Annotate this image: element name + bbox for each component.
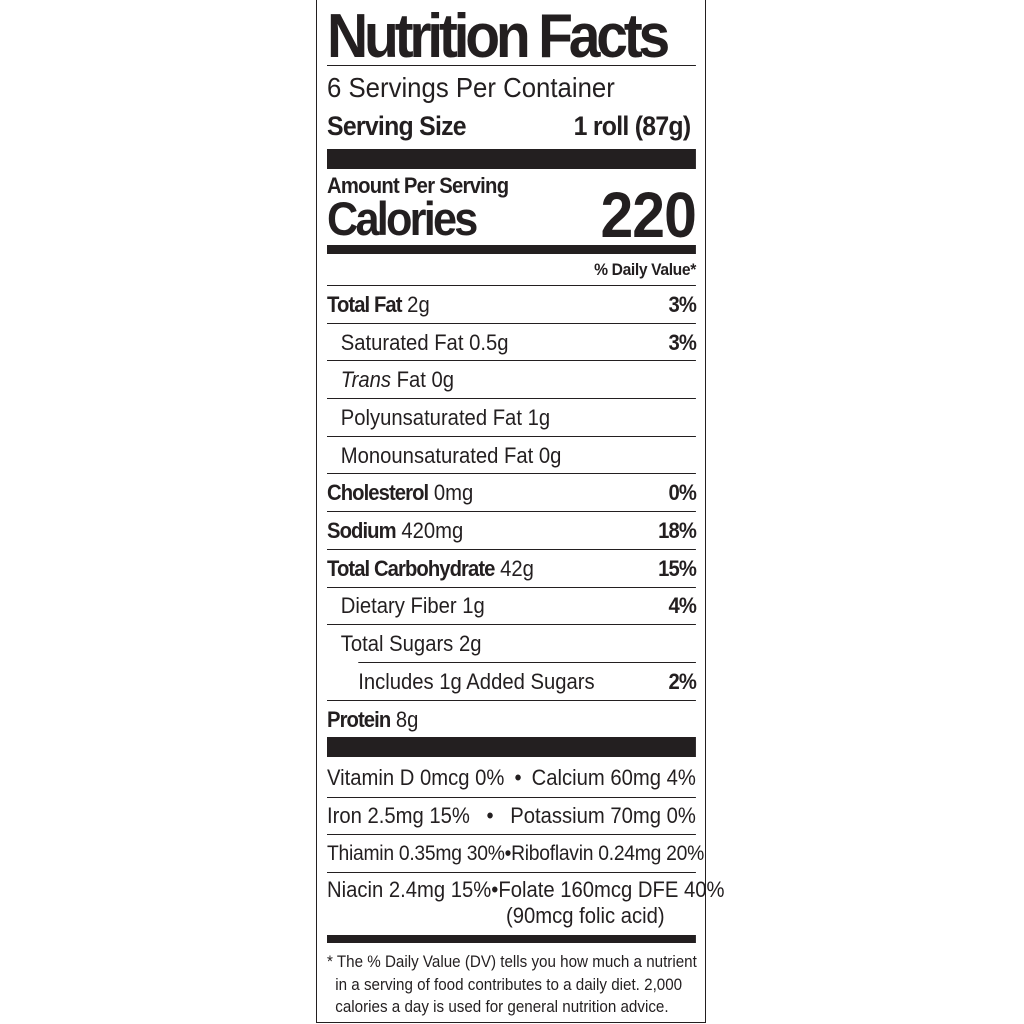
nutrition-label-border [316,0,706,1023]
nutrient-dv: 2% [668,668,697,694]
footnote-line: calories a day is used for general nutri… [335,998,669,1016]
medium-divider [327,245,696,254]
nutrient-amount: 2g [407,291,430,317]
nutrient-amount: Fat 0g [396,367,455,393]
vitamin-right: Folate 160mcg DFE 40% [498,877,725,902]
serving-size-value: 1 roll (87g) [573,111,692,141]
amount-per-serving: Amount Per Serving [327,173,509,198]
divider [327,65,696,66]
nutrient-dv: 15% [658,555,697,581]
nutrient-row-protein: Protein 8g [327,701,696,739]
divider [327,834,696,835]
nutrient-dv: 3% [668,291,697,317]
vitamin-left: Thiamin 0.35mg 30% [327,842,505,865]
vitamin-left: Iron 2.5mg 15% [327,803,470,828]
vitamin-left: Vitamin D 0mcg 0% [327,765,505,790]
nutrient-name: Polyunsaturated Fat [340,404,522,430]
nutrient-row-saturated-fat: Saturated Fat 0.5g 3% [327,324,697,362]
vitamin-right: Riboflavin 0.24mg 20% [511,842,704,865]
nutrient-name: Cholesterol [327,480,429,506]
nutrient-row-monounsaturated-fat: Monounsaturated Fat 0g [327,437,696,475]
nutrient-dv: 18% [658,518,697,544]
nutrient-name: Includes 1g Added Sugars [358,668,595,694]
nutrient-amount: 1g [527,404,551,430]
servings-per-container: 6 Servings Per Container [327,72,615,103]
bullet-separator: • [491,877,499,902]
footnote: * The % Daily Value (DV) tells you how m… [327,951,697,1019]
calories-value: 220 [600,179,696,251]
nutrition-facts-label: Nutrition Facts 6 Servings Per Container… [327,0,724,1024]
divider [327,285,696,286]
nutrient-name: Saturated Fat [340,329,464,355]
nutrient-name: Total Sugars [340,631,454,657]
nutrient-row-trans-fat: Trans Fat 0g [327,361,696,399]
nutrient-row-dietary-fiber: Dietary Fiber 1g 4% [327,588,697,626]
nutrient-row-total-carbohydrate: Total Carbohydrate 42g 15% [327,550,697,588]
nutrient-dv: 3% [668,329,697,355]
vitamin-left: Niacin 2.4mg 15% [327,877,492,902]
vitamin-right: Calcium 60mg 4% [531,765,696,790]
nutrient-name: Sodium [327,518,397,544]
divider [327,797,696,798]
nutrient-amount: 2g [458,631,482,657]
nutrient-name: Total Fat [327,291,402,317]
nutrient-name: Total Carbohydrate [327,555,495,581]
nutrient-name: Dietary Fiber [340,593,457,619]
daily-value-header: % Daily Value* [594,260,696,279]
nutrient-name: Monounsaturated Fat [340,442,534,468]
nutrient-row-cholesterol: Cholesterol 0mg 0% [327,475,697,513]
serving-size-label: Serving Size [327,111,467,141]
nutrient-row-polyunsaturated-fat: Polyunsaturated Fat 1g [327,399,696,437]
nutrient-amount: 42g [500,555,534,581]
nutrient-row-sodium: Sodium 420mg 18% [327,512,697,550]
nutrient-amount: 1g [462,593,485,619]
nutrient-dv: 0% [668,480,697,506]
medium-divider [327,935,696,943]
nutrient-dv: 4% [668,593,697,619]
nutrient-name: Trans [340,367,392,393]
calories-label: Calories [327,192,478,245]
footnote-line: in a serving of food contributes to a da… [335,975,683,994]
nutrient-row-total-fat: Total Fat 2g 3% [327,286,697,324]
nutrient-amount: 0mg [433,480,474,506]
nutrient-amount: 420mg [401,518,464,544]
nutrient-name: Protein [327,706,391,732]
nutrient-amount: 8g [395,706,419,732]
folic-acid-note: (90mcg folic acid) [506,903,665,928]
nutrient-amount: 0.5g [469,329,509,355]
thick-divider [327,149,696,169]
thick-divider [327,737,696,757]
bullet-separator: • [504,842,512,865]
vitamin-right: Potassium 70mg 0% [510,803,696,828]
label-title: Nutrition Facts [327,2,670,71]
vitamin-row: Vitamin D 0mcg 0% • Calcium 60mg 4% [327,765,696,791]
vitamin-row: Iron 2.5mg 15% • Potassium 70mg 0% [327,803,696,829]
serving-size: Serving Size 1 roll (87g) [327,108,696,144]
nutrient-amount: 0g [538,442,562,468]
bullet-separator: • [514,765,522,790]
nutrient-row-added-sugars: Includes 1g Added Sugars 2% [327,663,697,701]
divider [327,872,696,873]
bullet-separator: • [486,803,494,828]
footnote-line: * The % Daily Value (DV) tells you how m… [327,953,697,971]
nutrient-row-total-sugars: Total Sugars 2g [327,625,696,663]
folate-note: (90mcg folic acid) [327,903,696,929]
vitamin-row: Thiamin 0.35mg 30% • Riboflavin 0.24mg 2… [327,841,704,867]
vitamin-row: Niacin 2.4mg 15% • Folate 160mcg DFE 40% [327,877,724,903]
